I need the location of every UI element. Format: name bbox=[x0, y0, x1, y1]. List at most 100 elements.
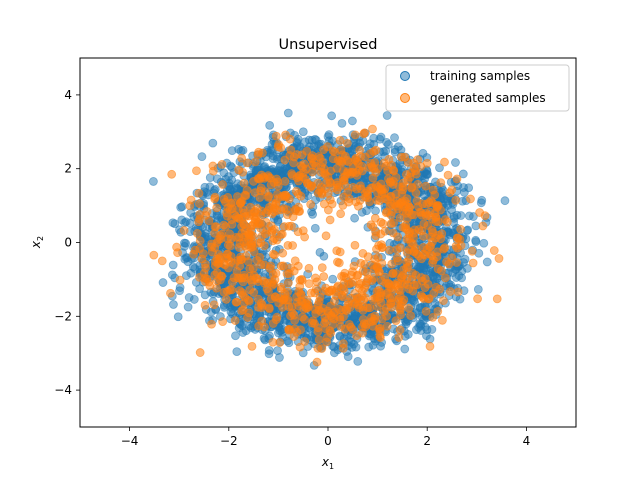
data-point bbox=[367, 162, 377, 171]
data-point bbox=[464, 183, 474, 193]
data-point bbox=[455, 294, 465, 304]
data-point bbox=[267, 277, 277, 287]
data-point bbox=[168, 218, 178, 228]
data-point bbox=[197, 152, 207, 162]
data-point bbox=[278, 248, 288, 258]
data-point bbox=[492, 294, 502, 304]
data-point bbox=[452, 174, 462, 184]
data-point bbox=[313, 178, 323, 188]
data-point bbox=[210, 185, 220, 194]
data-point bbox=[194, 217, 204, 227]
data-point bbox=[195, 236, 205, 246]
data-point bbox=[404, 245, 414, 254]
data-point bbox=[451, 158, 460, 167]
data-point bbox=[377, 258, 387, 268]
data-point bbox=[264, 172, 274, 182]
data-point bbox=[264, 345, 274, 355]
data-point bbox=[360, 128, 369, 138]
data-point bbox=[335, 331, 345, 341]
data-point bbox=[295, 342, 305, 352]
data-point bbox=[239, 178, 249, 188]
data-point bbox=[319, 272, 329, 281]
data-point bbox=[346, 169, 355, 179]
data-point bbox=[388, 180, 398, 189]
data-point bbox=[375, 323, 385, 333]
data-point bbox=[213, 259, 223, 269]
data-point bbox=[244, 296, 254, 306]
data-point bbox=[314, 305, 324, 315]
data-point bbox=[402, 234, 412, 244]
data-point bbox=[268, 337, 278, 347]
data-point bbox=[454, 271, 464, 281]
data-point bbox=[379, 158, 389, 168]
data-point bbox=[253, 150, 263, 160]
data-point bbox=[427, 251, 437, 261]
data-point bbox=[182, 271, 191, 280]
data-point bbox=[300, 232, 310, 242]
data-point bbox=[409, 158, 419, 168]
data-point bbox=[471, 235, 481, 245]
data-point bbox=[368, 173, 378, 183]
data-point bbox=[431, 212, 441, 222]
data-point bbox=[370, 264, 379, 274]
data-point bbox=[283, 108, 293, 118]
data-point bbox=[449, 213, 459, 223]
data-point bbox=[375, 331, 385, 341]
data-point bbox=[451, 195, 461, 205]
data-point bbox=[404, 206, 414, 216]
data-point bbox=[319, 199, 329, 209]
data-point bbox=[344, 197, 353, 207]
data-point bbox=[375, 294, 385, 303]
data-point bbox=[456, 224, 466, 234]
data-point bbox=[415, 262, 425, 272]
data-point bbox=[234, 165, 244, 175]
data-point bbox=[353, 356, 363, 366]
data-point bbox=[190, 245, 200, 255]
data-point bbox=[247, 341, 257, 351]
y-tick-label: 4 bbox=[64, 88, 72, 102]
data-point bbox=[173, 312, 183, 322]
data-point bbox=[385, 245, 395, 255]
data-point bbox=[478, 221, 488, 231]
data-point bbox=[284, 324, 294, 334]
data-point bbox=[311, 135, 321, 145]
data-point bbox=[198, 249, 208, 258]
data-point bbox=[313, 343, 323, 353]
data-point bbox=[339, 175, 349, 185]
data-point bbox=[199, 269, 209, 278]
data-point bbox=[374, 285, 384, 295]
data-point bbox=[355, 195, 365, 205]
data-point bbox=[260, 260, 269, 270]
data-point bbox=[353, 270, 363, 280]
data-point bbox=[212, 283, 221, 293]
data-point bbox=[157, 256, 167, 266]
data-point bbox=[416, 291, 426, 300]
data-point bbox=[194, 188, 204, 198]
data-point bbox=[435, 284, 445, 294]
data-point bbox=[443, 201, 453, 210]
data-point bbox=[247, 277, 257, 287]
data-point bbox=[396, 310, 406, 320]
data-point bbox=[427, 325, 437, 334]
data-point bbox=[438, 296, 448, 306]
data-point bbox=[382, 111, 392, 120]
data-point bbox=[296, 161, 306, 170]
data-point bbox=[298, 127, 308, 137]
data-point bbox=[307, 318, 317, 328]
data-point bbox=[275, 353, 284, 362]
data-point bbox=[357, 161, 367, 171]
points-layer bbox=[148, 108, 510, 370]
data-point bbox=[183, 302, 193, 312]
data-point bbox=[283, 287, 292, 297]
data-point bbox=[394, 333, 404, 342]
data-point bbox=[195, 348, 205, 357]
data-point bbox=[426, 232, 435, 242]
data-point bbox=[386, 191, 396, 201]
data-point bbox=[168, 260, 178, 270]
data-point bbox=[421, 306, 431, 316]
data-point bbox=[358, 248, 368, 258]
data-point bbox=[435, 163, 444, 173]
data-point bbox=[314, 335, 324, 345]
data-point bbox=[266, 221, 276, 231]
data-point bbox=[398, 223, 408, 232]
